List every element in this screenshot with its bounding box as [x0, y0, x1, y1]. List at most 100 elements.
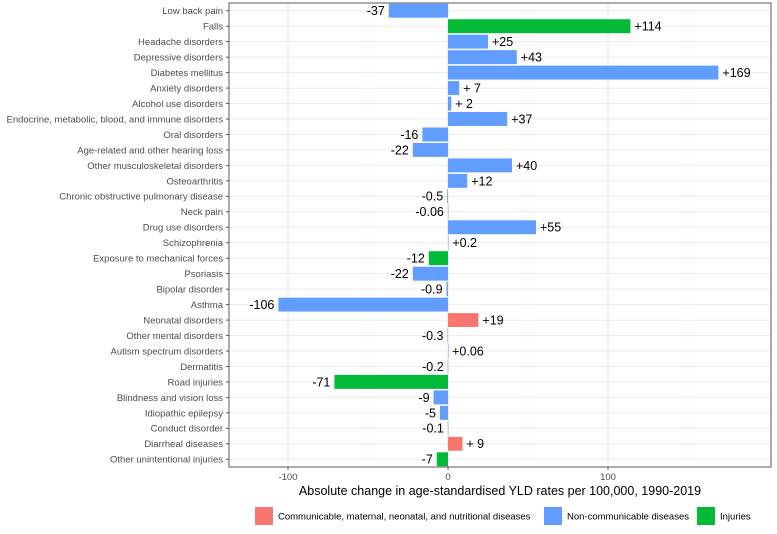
legend-label: Non-communicable diseases	[567, 512, 689, 523]
bar	[448, 81, 460, 96]
category-label: Endocrine, metabolic, blood, and immune …	[6, 114, 223, 125]
bar	[448, 220, 536, 235]
data-label: -12	[407, 252, 425, 266]
category-label: Schizophrenia	[163, 238, 224, 249]
category-label: Low back pain	[162, 6, 223, 17]
bar	[422, 127, 448, 142]
data-label: -16	[400, 128, 418, 142]
bar	[448, 96, 452, 111]
data-label: -22	[391, 143, 409, 157]
data-label: -37	[367, 4, 385, 18]
data-label: +43	[521, 51, 542, 65]
bar	[433, 390, 448, 405]
legend-swatch	[697, 507, 715, 525]
x-tick-label: -100	[278, 472, 297, 483]
category-label: Osteoarthritis	[167, 176, 224, 187]
category-labels: Low back pain Falls Headache disorders Depr…	[6, 6, 229, 466]
data-label: +19	[482, 313, 503, 327]
data-label: + 7	[463, 81, 481, 95]
category-label: Exposure to mechanical forces	[93, 254, 223, 265]
bars	[278, 3, 719, 467]
panel-background	[229, 3, 771, 467]
category-label: Neonatal disorders	[143, 315, 223, 326]
bar	[447, 421, 449, 436]
legend-label: Communicable, maternal, neonatal, and nu…	[278, 512, 531, 523]
data-label: -106	[249, 298, 274, 312]
category-label: Dermatitis	[180, 362, 223, 373]
category-label: Falls	[203, 22, 223, 33]
category-label: Conduct disorder	[151, 424, 223, 435]
data-label: +37	[511, 112, 532, 126]
bar	[448, 235, 449, 250]
bar	[448, 313, 479, 328]
bar	[447, 204, 449, 219]
data-label: + 9	[466, 437, 484, 451]
bar	[448, 436, 463, 451]
data-label: -71	[312, 375, 330, 389]
legend-swatch	[544, 507, 562, 525]
category-label: Neck pain	[181, 207, 223, 218]
bar	[448, 112, 508, 126]
data-label: -22	[391, 267, 409, 281]
bar	[446, 282, 448, 297]
data-label: -7	[422, 453, 433, 467]
category-label: Anxiety disorders	[150, 83, 223, 94]
bar	[448, 50, 517, 65]
bar	[447, 189, 448, 204]
category-label: Other musculoskeletal disorders	[87, 161, 223, 172]
bar	[440, 405, 448, 420]
category-label: Other mental disorders	[126, 331, 223, 342]
data-label: +169	[722, 66, 750, 80]
data-label: -0.3	[422, 329, 444, 343]
value-labels: -37+114+25+43+169+ 7+ 2+37-16-22+40+12-0…	[249, 4, 750, 467]
bar	[428, 251, 448, 266]
data-label: -0.1	[422, 422, 444, 436]
category-label: Autism spectrum disorders	[111, 346, 224, 357]
bar	[412, 142, 448, 157]
legend-swatch	[255, 507, 273, 525]
category-label: Other unintentional injuries	[110, 455, 223, 466]
category-label: Age-related and other hearing loss	[77, 145, 223, 156]
bar	[447, 359, 449, 374]
category-label: Headache disorders	[138, 37, 223, 48]
bar	[448, 344, 449, 358]
category-label: Depressive disorders	[134, 53, 223, 64]
panel-border	[228, 2, 772, 468]
bar	[448, 65, 719, 80]
data-label: +114	[634, 20, 661, 34]
x-tick-label: 0	[445, 472, 450, 483]
bar	[447, 328, 449, 343]
category-label: Road injuries	[168, 377, 224, 388]
x-axis-ticks: -100 0 100	[278, 467, 616, 483]
bar	[448, 19, 631, 34]
data-label: -5	[425, 406, 436, 420]
category-label: Bipolar disorder	[156, 285, 223, 296]
category-label: Blindness and vision loss	[117, 393, 223, 404]
data-label: -0.2	[422, 360, 444, 374]
legend: Communicable, maternal, neonatal, and nu…	[255, 507, 751, 525]
category-label: Diabetes mellitus	[151, 68, 224, 79]
bar	[436, 452, 448, 467]
data-label: +0.06	[452, 344, 484, 358]
x-axis-title: Absolute change in age-standardised YLD …	[299, 484, 701, 498]
bar	[448, 173, 468, 188]
legend-label: Injuries	[720, 512, 751, 523]
data-label: -0.06	[415, 205, 444, 219]
category-label: Oral disorders	[163, 130, 223, 141]
bar	[278, 297, 448, 312]
x-tick-label: 100	[600, 472, 616, 483]
category-label: Psoriasis	[184, 269, 223, 280]
category-label: Chronic obstructive pulmonary disease	[59, 192, 223, 203]
data-label: -9	[418, 391, 429, 405]
data-label: + 2	[455, 97, 473, 111]
category-label: Asthma	[191, 300, 224, 311]
category-label: Alcohol use disorders	[132, 99, 223, 110]
category-label: Diarrheal diseases	[144, 439, 223, 450]
category-label: Idiopathic epilepsy	[145, 408, 223, 419]
data-label: -0.5	[422, 190, 444, 204]
data-label: +0.2	[452, 236, 477, 250]
data-label: +12	[471, 174, 492, 188]
bar	[412, 266, 448, 281]
data-label: -0.9	[421, 283, 443, 297]
